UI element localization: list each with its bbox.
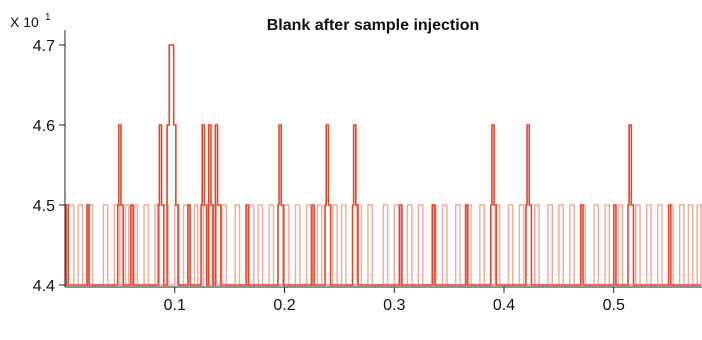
chart-title: Blank after sample injection <box>267 17 480 34</box>
series-line-1 <box>65 204 702 286</box>
y-tick-label: 4.6 <box>33 118 55 135</box>
y-multiplier-prefix: X 10 <box>10 14 39 30</box>
y-multiplier-exponent: 1 <box>45 12 51 23</box>
x-tick-label: 0.5 <box>603 297 625 314</box>
series-layer <box>65 44 702 286</box>
y-tick-label: 4.4 <box>33 278 55 295</box>
x-tick-label: 0.3 <box>383 297 405 314</box>
x-tick-label: 0.2 <box>273 297 295 314</box>
series-line-2 <box>65 44 701 286</box>
x-ticks: 0.1 0.2 0.3 0.4 0.5 <box>164 287 625 314</box>
x-tick-label: 0.4 <box>493 297 515 314</box>
y-ticks: 4.4 4.5 4.6 4.7 <box>33 38 65 295</box>
x-tick-label: 0.1 <box>164 297 186 314</box>
y-tick-label: 4.7 <box>33 38 55 55</box>
y-tick-label: 4.5 <box>33 198 55 215</box>
